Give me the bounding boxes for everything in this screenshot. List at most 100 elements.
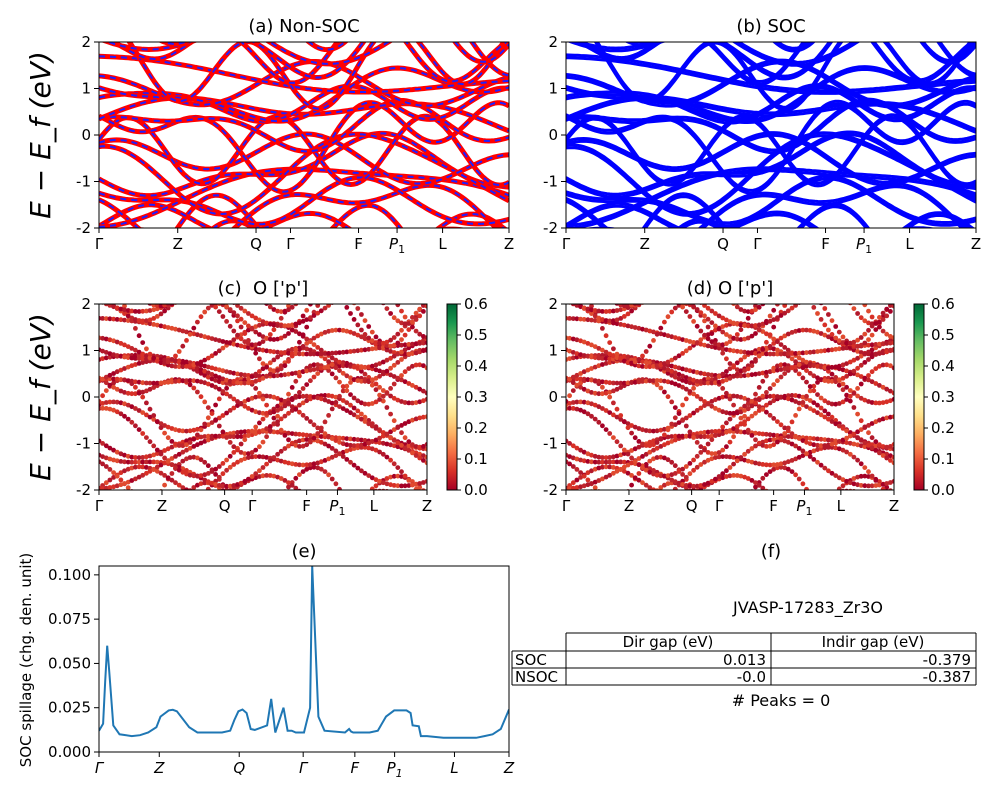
xtick-label: L	[450, 759, 458, 777]
projection-point	[680, 378, 685, 383]
projection-point	[669, 399, 675, 405]
projection-point	[198, 379, 204, 385]
projection-point	[705, 480, 711, 486]
projection-point	[785, 396, 791, 402]
projection-point	[282, 333, 288, 339]
projection-point	[724, 444, 729, 450]
projection-point	[355, 348, 361, 354]
projection-point	[753, 430, 758, 436]
projection-point	[151, 385, 157, 390]
projection-point	[180, 485, 186, 490]
projection-point	[114, 376, 120, 382]
projection-point	[778, 461, 784, 467]
projection-point	[154, 447, 160, 453]
projection-point	[257, 347, 262, 352]
projection-point	[180, 439, 186, 445]
projection-point	[702, 434, 707, 440]
ytick-label: -1	[543, 173, 558, 191]
projection-point	[727, 347, 733, 353]
projection-point	[753, 480, 758, 486]
panel-a-bands	[99, 42, 509, 228]
projection-point	[410, 324, 415, 330]
projection-point	[315, 333, 321, 339]
projection-point	[260, 319, 266, 324]
projection-point	[778, 335, 784, 341]
projection-point	[195, 319, 200, 325]
projection-point	[760, 485, 766, 490]
projection-point	[311, 394, 317, 400]
projection-point	[144, 380, 149, 386]
projection-point	[836, 439, 842, 444]
projection-point	[662, 332, 667, 338]
projection-point	[377, 340, 382, 346]
projection-point	[844, 478, 849, 484]
projection-point	[592, 308, 598, 313]
projection-point	[100, 316, 105, 321]
projection-point	[249, 454, 255, 460]
band-line-soc	[624, 42, 976, 65]
projection-point	[249, 326, 255, 332]
projection-point	[114, 339, 120, 345]
projection-point	[304, 324, 310, 330]
projection-point	[869, 442, 875, 447]
projection-point	[607, 340, 613, 345]
projection-point	[115, 490, 120, 495]
projection-point	[282, 363, 288, 369]
projection-point	[844, 397, 849, 402]
projection-point	[140, 380, 146, 386]
projection-point	[621, 314, 627, 319]
projection-point	[713, 406, 718, 411]
projection-point	[585, 477, 591, 483]
projection-point	[151, 417, 157, 422]
projection-point	[574, 354, 580, 360]
colorbar-tick-label: 0.3	[464, 388, 488, 406]
projection-point	[614, 406, 620, 412]
projection-point	[705, 429, 711, 435]
projection-point	[840, 437, 846, 443]
projection-point	[727, 339, 733, 344]
projection-point	[672, 305, 678, 311]
projection-point	[114, 458, 120, 464]
projection-point	[278, 476, 284, 481]
projection-point	[651, 364, 656, 369]
projection-point	[246, 433, 251, 438]
projection-point	[165, 475, 171, 481]
projection-point	[665, 457, 671, 463]
projection-point	[144, 470, 149, 476]
projection-point	[629, 304, 634, 308]
projection-point	[687, 314, 693, 319]
projection-point	[826, 312, 831, 317]
projection-point	[658, 385, 664, 391]
projection-point	[249, 342, 255, 348]
projection-point	[220, 314, 226, 319]
projection-point	[866, 349, 871, 355]
projection-point	[373, 334, 379, 340]
panel-a-ylabel: E − E_f (eV)	[24, 51, 57, 219]
projection-point	[216, 375, 222, 380]
projection-point	[785, 365, 791, 371]
projection-point	[691, 435, 696, 440]
projection-point	[293, 378, 299, 384]
projection-point	[173, 465, 178, 471]
projection-point	[118, 470, 124, 476]
projection-point	[785, 331, 791, 337]
projection-point	[676, 365, 682, 371]
projection-point	[567, 405, 572, 411]
projection-point	[308, 439, 313, 445]
projection-point	[366, 418, 372, 423]
projection-point	[683, 483, 689, 488]
projection-point	[180, 469, 186, 475]
projection-point	[417, 451, 423, 457]
projection-point	[658, 325, 664, 331]
projection-point	[391, 342, 397, 348]
projection-point	[815, 311, 820, 316]
projection-point	[391, 374, 397, 379]
projection-point	[399, 443, 404, 448]
projection-point	[570, 406, 576, 411]
projection-point	[308, 367, 313, 373]
projection-point	[297, 394, 302, 400]
projection-point	[242, 433, 248, 439]
projection-point	[202, 439, 208, 444]
